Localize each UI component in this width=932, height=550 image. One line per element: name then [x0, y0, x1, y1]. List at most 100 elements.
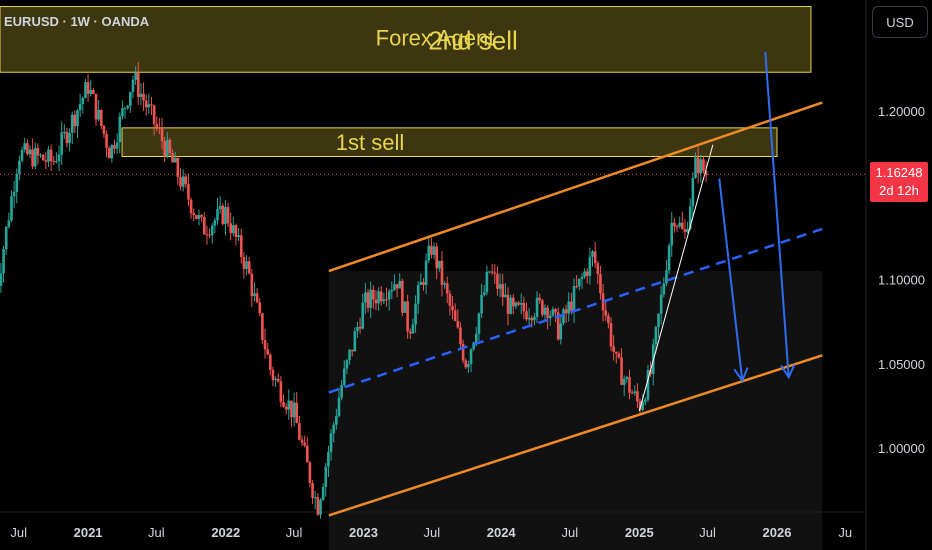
channel-shade — [328, 271, 823, 550]
candle-body — [123, 107, 127, 109]
symbol-header[interactable]: EURUSD · 1W · OANDA — [4, 14, 150, 29]
candle-body — [456, 320, 460, 328]
candle-body — [57, 154, 61, 162]
candle-body — [350, 349, 354, 352]
candle-body — [173, 157, 177, 163]
candle-body — [308, 462, 312, 484]
candle-body — [681, 222, 684, 229]
candle-body — [696, 157, 700, 174]
candle-body — [408, 331, 412, 334]
candle-body — [176, 157, 180, 178]
candle-body — [216, 209, 219, 221]
candle-body — [461, 343, 465, 361]
candle-body — [345, 360, 349, 369]
x-tick-label: Jul — [286, 525, 303, 540]
candle-body — [496, 273, 499, 289]
candle-body — [152, 105, 156, 125]
candle-body — [688, 206, 692, 229]
candle-body — [311, 483, 314, 498]
candle-body — [374, 299, 378, 304]
candle-body — [18, 160, 21, 174]
candle-body — [0, 273, 3, 286]
candle-body — [583, 271, 586, 278]
candle-body — [432, 246, 436, 255]
candle-body — [601, 293, 605, 311]
candle-body — [498, 284, 502, 289]
candle-body — [488, 271, 491, 273]
channel-upper-line — [328, 101, 823, 273]
candle-body — [644, 399, 647, 402]
candle-body — [609, 323, 613, 347]
candle-body — [614, 351, 618, 354]
current-price-value: 1.16248 — [875, 165, 923, 180]
candle-body — [366, 292, 370, 308]
candle-body — [641, 401, 644, 410]
candle-body — [675, 226, 679, 228]
candle-body — [467, 363, 470, 368]
candle-body — [242, 256, 246, 269]
candle-body — [316, 497, 320, 515]
candle-body — [118, 116, 122, 143]
candle-body — [427, 245, 431, 261]
candle-body — [593, 251, 597, 264]
candle-body — [68, 132, 71, 144]
y-tick-label: 1.10000 — [878, 273, 925, 288]
candle-body — [543, 307, 547, 315]
candle-body — [28, 149, 32, 155]
candle-body — [292, 402, 296, 418]
y-tick-label: 1.00000 — [878, 441, 925, 456]
candle-body — [607, 315, 610, 324]
candle-body — [284, 406, 288, 410]
candle-body — [155, 124, 159, 128]
candle-body — [303, 442, 306, 446]
candle-body — [300, 439, 304, 443]
forecast-arrowhead-1 — [733, 367, 749, 383]
candle-body — [335, 416, 338, 425]
candle-body — [702, 159, 705, 172]
candle-body — [76, 110, 79, 127]
candle-body — [699, 159, 703, 174]
x-tick-label: 2026 — [763, 525, 792, 540]
candle-body — [649, 370, 652, 374]
candle-body — [591, 251, 594, 257]
candle-body — [55, 161, 58, 163]
candle-body — [546, 307, 549, 319]
sell-zone-2 — [121, 127, 778, 157]
candle-body — [535, 297, 539, 317]
candle-body — [638, 401, 642, 410]
candle-body — [485, 272, 489, 293]
candle-body — [107, 148, 111, 159]
currency-button[interactable]: USD — [872, 6, 928, 38]
candle-body — [477, 313, 481, 334]
candle-body — [12, 191, 16, 197]
candle-body — [139, 93, 143, 97]
candle-body — [73, 114, 77, 127]
candle-body — [168, 139, 172, 154]
candle-body — [599, 274, 602, 294]
candle-body — [570, 301, 573, 312]
candle-body — [327, 451, 330, 467]
candle-body — [430, 245, 433, 255]
candle-body — [377, 291, 380, 304]
candle-body — [548, 315, 552, 319]
candle-body — [504, 294, 507, 298]
x-tick-label: 2021 — [74, 525, 103, 540]
x-tick-label: Jul — [699, 525, 716, 540]
candle-body — [134, 72, 137, 80]
x-tick-label: Ju — [838, 525, 852, 540]
candle-body — [406, 301, 409, 332]
candle-body — [445, 283, 449, 294]
candle-body — [39, 154, 42, 156]
candle-body — [189, 199, 193, 214]
candle-body — [379, 291, 383, 302]
candle-body — [245, 261, 248, 269]
x-tick-label: 2023 — [349, 525, 378, 540]
candle-body — [94, 93, 98, 120]
candle-body — [10, 196, 13, 221]
candle-body — [411, 324, 415, 334]
forecast-arrow-1 — [718, 178, 744, 381]
candle-body — [691, 177, 695, 207]
candle-body — [15, 173, 19, 192]
candle-body — [276, 378, 280, 382]
